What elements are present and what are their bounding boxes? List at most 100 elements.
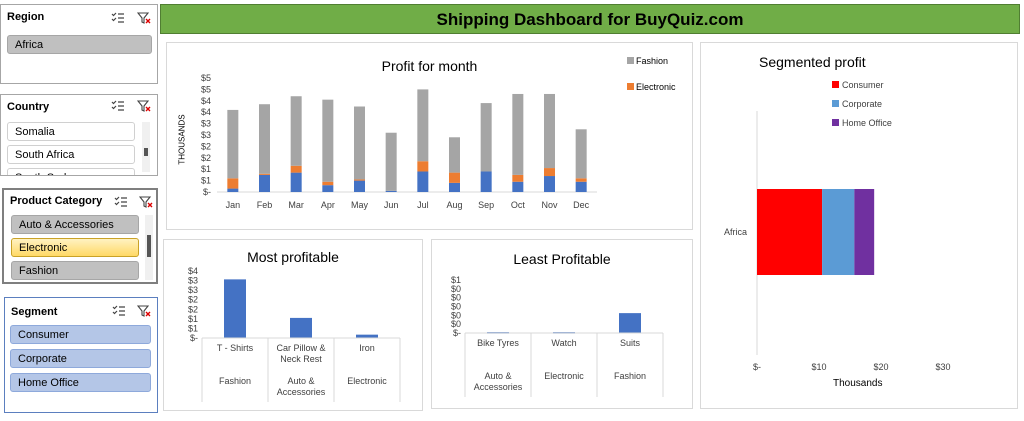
slicer-item-corporate[interactable]: Corporate: [10, 349, 151, 368]
x-tick-label: Dec: [573, 200, 590, 210]
clear-filter-icon[interactable]: [139, 196, 153, 208]
y-tick-label: $-: [453, 328, 461, 338]
slicer-item-electronic[interactable]: Electronic: [11, 238, 139, 257]
segment-bar: [757, 189, 823, 275]
bar-segment: [322, 99, 334, 182]
slicer-item-consumer[interactable]: Consumer: [10, 325, 151, 344]
country-scrollbar[interactable]: [142, 122, 150, 172]
y-tick-label: $1: [201, 164, 211, 174]
legend-swatch: [832, 81, 839, 88]
multi-select-icon[interactable]: [114, 196, 128, 208]
x-tick-label: $-: [753, 362, 761, 372]
most-profitable-chart[interactable]: Most profitable $- $1 $1 $2 $2 $3 $3 $4 T - Shir…: [163, 239, 423, 411]
least-profitable-chart[interactable]: Least Profitable $- $0 $0 $0 $0 $0 $1 Bike Tyre…: [431, 239, 693, 409]
bar-segment: [417, 161, 429, 172]
slicer-item-somalia[interactable]: Somalia: [7, 122, 135, 141]
legend-fashion-swatch: [627, 57, 634, 64]
x-tick-label: May: [351, 200, 369, 210]
bar-segment: [575, 129, 587, 179]
bar-segment: [290, 165, 302, 173]
bar-segment: [259, 104, 270, 174]
group-label: Electronic: [544, 371, 584, 381]
group-label: Fashion: [614, 371, 646, 381]
y-tick-label: $2: [201, 141, 211, 151]
x-tick-label: Feb: [257, 200, 273, 210]
bar-segment: [480, 171, 492, 192]
clear-filter-icon[interactable]: [137, 12, 151, 24]
group-label: Accessories: [474, 382, 523, 392]
bar-segment: [449, 172, 460, 183]
legend-label: Consumer: [842, 80, 884, 90]
scroll-thumb[interactable]: [144, 148, 148, 156]
clear-filter-icon[interactable]: [137, 100, 151, 112]
segmented-profit-chart[interactable]: Segmented profit Consumer Corporate Home O…: [700, 42, 1018, 409]
multi-select-icon[interactable]: [111, 100, 125, 112]
bar: [290, 317, 312, 338]
legend-label: Home Office: [842, 118, 892, 128]
bar-segment: [575, 181, 587, 192]
bar-segment: [290, 172, 302, 192]
group-label: Auto &: [287, 376, 314, 386]
bar: [619, 313, 641, 333]
legend-swatch: [832, 119, 839, 126]
profit-for-month-chart[interactable]: Profit for month $- $1 $1 $2 $2 $3 $3 $4 $4 $5 $5 J…: [166, 42, 693, 230]
slicer-item-auto-accessories[interactable]: Auto & Accessories: [11, 215, 139, 234]
y-category-label: Africa: [724, 227, 747, 237]
bar-segment: [512, 93, 524, 175]
category-label: Car Pillow &: [276, 343, 325, 353]
y-tick-label: $2: [201, 153, 211, 163]
multi-select-icon[interactable]: [112, 305, 126, 317]
bar-segment: [385, 190, 397, 192]
slicer-item-fashion[interactable]: Fashion: [11, 261, 139, 280]
bar-segment: [544, 176, 555, 192]
slicer-item-africa[interactable]: Africa: [7, 35, 152, 54]
y-tick-label: $-: [190, 333, 198, 343]
y-axis-title: THOUSANDS: [177, 114, 187, 165]
slicer-item-south-africa[interactable]: South Africa: [7, 145, 135, 164]
bar-segment: [259, 174, 270, 192]
x-tick-label: $30: [935, 362, 950, 372]
y-tick-label: $4: [201, 96, 211, 106]
x-tick-label: Jul: [417, 200, 429, 210]
y-tick-label: $0: [451, 284, 461, 294]
country-slicer: Country Somalia South Africa South Sudan: [0, 94, 158, 176]
segmented-profit-plot: Consumer Corporate Home Office Africa $- $10 $…: [724, 80, 951, 372]
multi-select-icon[interactable]: [111, 12, 125, 24]
segment-bar: [822, 189, 855, 275]
dashboard-title: Shipping Dashboard for BuyQuiz.com: [436, 10, 744, 29]
legend-fashion-label: Fashion: [636, 56, 669, 66]
x-tick-label: $10: [811, 362, 826, 372]
group-label: Fashion: [219, 376, 251, 386]
legend-swatch: [832, 100, 839, 107]
clear-filter-icon[interactable]: [137, 305, 151, 317]
x-tick-label: Oct: [511, 200, 526, 210]
bar-segment: [512, 174, 524, 182]
bar-segment: [227, 188, 239, 192]
country-slicer-title: Country: [7, 101, 50, 113]
product-category-slicer: Product Category Auto & Accessories Elec…: [2, 188, 158, 284]
chart-title: Most profitable: [247, 249, 339, 265]
bar-segment: [575, 178, 587, 182]
x-tick-label: Aug: [446, 200, 462, 210]
bar-segment: [544, 168, 555, 177]
y-tick-label: $1: [188, 323, 198, 333]
slicer-item-south-sudan[interactable]: South Sudan: [7, 168, 135, 175]
category-label: T - Shirts: [217, 343, 254, 353]
category-label: Suits: [620, 338, 641, 348]
segment-slicer-title: Segment: [11, 306, 58, 318]
category-label: Bike Tyres: [477, 338, 519, 348]
bar-segment: [512, 181, 524, 192]
scroll-thumb[interactable]: [147, 235, 151, 257]
y-tick-label: $4: [201, 107, 211, 117]
y-tick-label: $0: [451, 302, 461, 312]
chart-title: Least Profitable: [513, 251, 611, 267]
category-scrollbar[interactable]: [145, 215, 153, 280]
segment-bar: [854, 189, 875, 275]
y-tick-label: $3: [201, 130, 211, 140]
slicer-item-home-office[interactable]: Home Office: [10, 373, 151, 392]
y-tick-label: $2: [188, 304, 198, 314]
x-tick-label: Jan: [226, 200, 241, 210]
title-banner: Shipping Dashboard for BuyQuiz.com: [160, 4, 1020, 34]
